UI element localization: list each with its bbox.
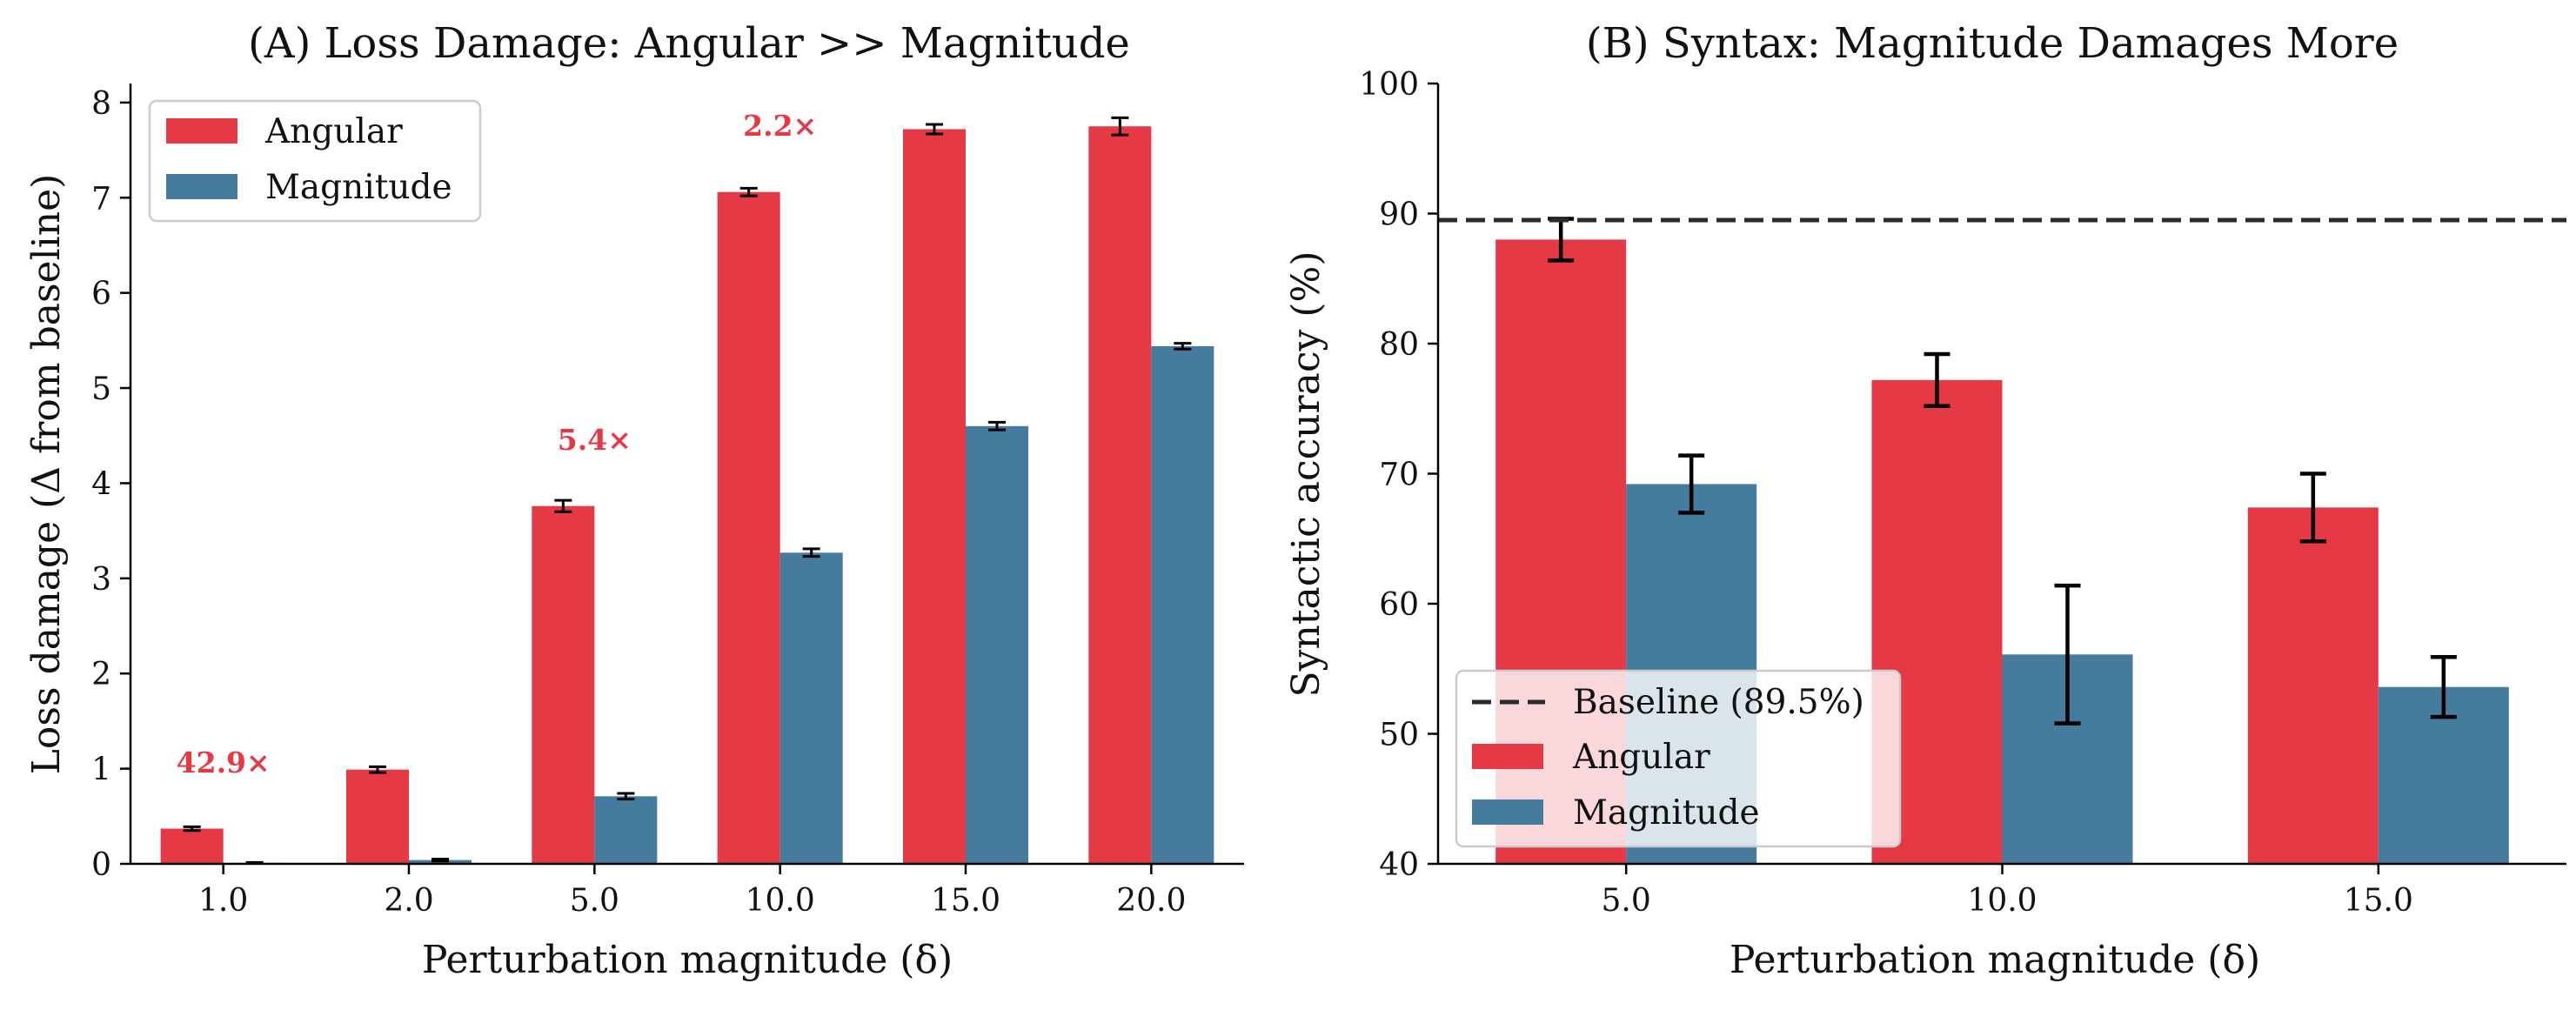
x-tick-label: 2.0	[384, 883, 433, 919]
bar-magnitude-20.0	[1151, 345, 1214, 864]
error-bar-magnitude-15.0	[2430, 655, 2457, 719]
error-bar-angular-10.0	[739, 186, 758, 197]
y-tick-label: 5	[91, 371, 111, 407]
panel-a-x-label: Perturbation magnitude (δ)	[422, 938, 953, 982]
y-tick-label: 50	[1379, 718, 1419, 753]
panel-b-legend-angular-swatch	[1472, 744, 1543, 769]
error-bar-magnitude-20.0	[1174, 342, 1192, 351]
error-bar-magnitude-2.0	[432, 858, 449, 863]
error-bar-angular-10.0	[1924, 351, 1950, 409]
ratio-annotation: 42.9×	[177, 746, 271, 779]
error-bar-angular-15.0	[926, 123, 943, 136]
x-tick-label: 1.0	[198, 883, 248, 919]
bar-angular-15.0	[2247, 507, 2379, 864]
x-tick-label: 20.0	[1116, 883, 1186, 919]
bar-angular-2.0	[346, 769, 409, 864]
y-tick-label: 40	[1379, 847, 1419, 883]
bar-magnitude-5.0	[594, 796, 658, 864]
x-tick-label: 10.0	[1967, 883, 2037, 919]
panel-b-x-ticks: 5.0 10.0 15.0	[1602, 864, 2413, 919]
panel-a-legend-magnitude-swatch	[166, 174, 238, 199]
x-tick-label: 15.0	[931, 883, 1000, 919]
y-tick-label: 3	[91, 562, 111, 598]
x-tick-label: 15.0	[2344, 883, 2413, 919]
panel-b-y-ticks: 40 50 60 70 80 90 100	[1359, 67, 1438, 883]
x-tick-label: 5.0	[570, 883, 619, 919]
error-bar-magnitude-10.0	[2054, 583, 2081, 726]
bar-magnitude-15.0	[966, 425, 1028, 864]
error-bar-angular-2.0	[369, 765, 386, 774]
bar-angular-10.0	[717, 191, 780, 864]
panel-a-x-ticks: 1.0 2.0 5.0 10.0 15.0 20.0	[198, 864, 1186, 919]
y-tick-label: 7	[91, 181, 111, 217]
y-tick-label: 2	[91, 657, 111, 692]
bar-angular-15.0	[903, 129, 966, 864]
panel-b-legend: Baseline (89.5%) Angular Magnitude	[1455, 669, 1902, 848]
error-bar-magnitude-10.0	[802, 547, 820, 559]
y-tick-label: 80	[1379, 327, 1419, 363]
bar-angular-20.0	[1088, 126, 1152, 865]
panel-b-legend-magnitude-swatch	[1472, 799, 1543, 825]
error-bar-magnitude-15.0	[988, 420, 1006, 431]
ratio-annotation: 2.2×	[743, 109, 817, 143]
y-tick-label: 4	[91, 466, 111, 502]
y-tick-label: 8	[91, 86, 111, 122]
y-tick-label: 100	[1359, 67, 1419, 103]
panel-b-error-bars	[1548, 217, 2457, 726]
error-bar-angular-1.0	[183, 825, 201, 833]
panel-b-title: (B) Syntax: Magnitude Damages More	[1586, 19, 2399, 68]
y-tick-label: 6	[91, 277, 111, 312]
panel-a-legend-angular-swatch	[166, 118, 238, 144]
x-tick-label: 5.0	[1602, 883, 1651, 919]
panel-b-legend-baseline-label: Baseline (89.5%)	[1573, 683, 1864, 722]
error-bar-angular-15.0	[2299, 472, 2326, 544]
error-bar-magnitude-5.0	[617, 792, 635, 801]
y-tick-label: 70	[1379, 458, 1419, 493]
error-bar-angular-20.0	[1111, 116, 1129, 137]
ratio-annotation: 5.4×	[558, 423, 632, 457]
error-bar-angular-5.0	[554, 498, 572, 513]
panel-a-y-label: Loss damage (Δ from baseline)	[24, 174, 69, 775]
panel-a-legend: Angular Magnitude	[148, 99, 482, 223]
panel-b-syntax: (B) Syntax: Magnitude Damages More 40 50 6…	[1284, 19, 2566, 982]
panel-b-legend-angular-label: Angular	[1572, 738, 1710, 777]
y-tick-label: 1	[91, 752, 111, 788]
panel-a-y-ticks: 0 1 2 3 4 5 6 7 8	[91, 86, 130, 883]
bar-angular-5.0	[532, 505, 595, 864]
y-tick-label: 0	[91, 847, 111, 883]
bar-angular-1.0	[160, 828, 224, 864]
y-tick-label: 60	[1379, 587, 1419, 623]
panel-b-legend-magnitude-label: Magnitude	[1573, 793, 1760, 833]
panel-a-legend-angular-label: Angular	[264, 112, 403, 151]
y-tick-label: 90	[1379, 197, 1419, 233]
panel-b-y-label: Syntactic accuracy (%)	[1284, 251, 1328, 697]
bar-magnitude-10.0	[779, 552, 843, 864]
panel-b-legend-box	[1455, 669, 1902, 848]
error-bar-magnitude-5.0	[1678, 453, 1705, 515]
panel-a-error-bars	[183, 116, 1192, 865]
panel-a-bars	[160, 126, 1214, 865]
panel-b-x-label: Perturbation magnitude (δ)	[1730, 938, 2260, 982]
panel-a-legend-magnitude-label: Magnitude	[265, 168, 452, 207]
panel-a-ratio-annotations: 42.9× 5.4× 2.2×	[177, 109, 818, 779]
x-tick-label: 10.0	[746, 883, 815, 919]
panel-a-loss-damage: (A) Loss Damage: Angular >> Magnitude 42…	[24, 19, 1244, 982]
panel-a-title: (A) Loss Damage: Angular >> Magnitude	[248, 19, 1130, 68]
